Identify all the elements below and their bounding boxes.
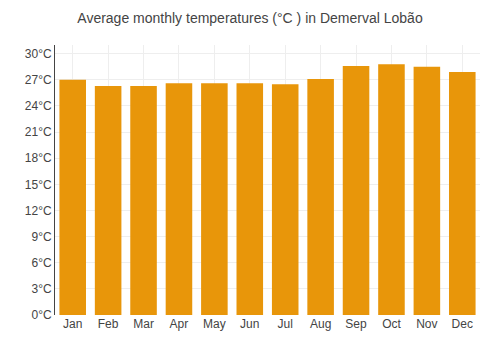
svg-text:30°C: 30°C [25,47,52,61]
svg-text:18°C: 18°C [25,151,52,165]
svg-text:27°C: 27°C [25,73,52,87]
svg-text:May: May [203,317,226,331]
svg-text:3°C: 3°C [31,282,51,296]
svg-text:Sep: Sep [345,317,367,331]
svg-text:Dec: Dec [452,317,473,331]
svg-text:15°C: 15°C [25,178,52,192]
svg-text:Nov: Nov [416,317,437,331]
svg-text:Oct: Oct [382,317,401,331]
svg-text:Jan: Jan [63,317,82,331]
svg-text:6°C: 6°C [31,256,51,270]
svg-text:Feb: Feb [98,317,119,331]
svg-text:Jun: Jun [240,317,259,331]
svg-text:0°C: 0°C [31,308,51,322]
svg-text:Jul: Jul [278,317,293,331]
svg-text:Mar: Mar [133,317,154,331]
svg-text:21°C: 21°C [25,125,52,139]
svg-text:Aug: Aug [310,317,331,331]
svg-text:9°C: 9°C [31,230,51,244]
svg-text:Apr: Apr [170,317,189,331]
svg-text:12°C: 12°C [25,204,52,218]
svg-text:24°C: 24°C [25,99,52,113]
svg-text:Average monthly temperatures (: Average monthly temperatures (°C ) in De… [77,10,423,26]
